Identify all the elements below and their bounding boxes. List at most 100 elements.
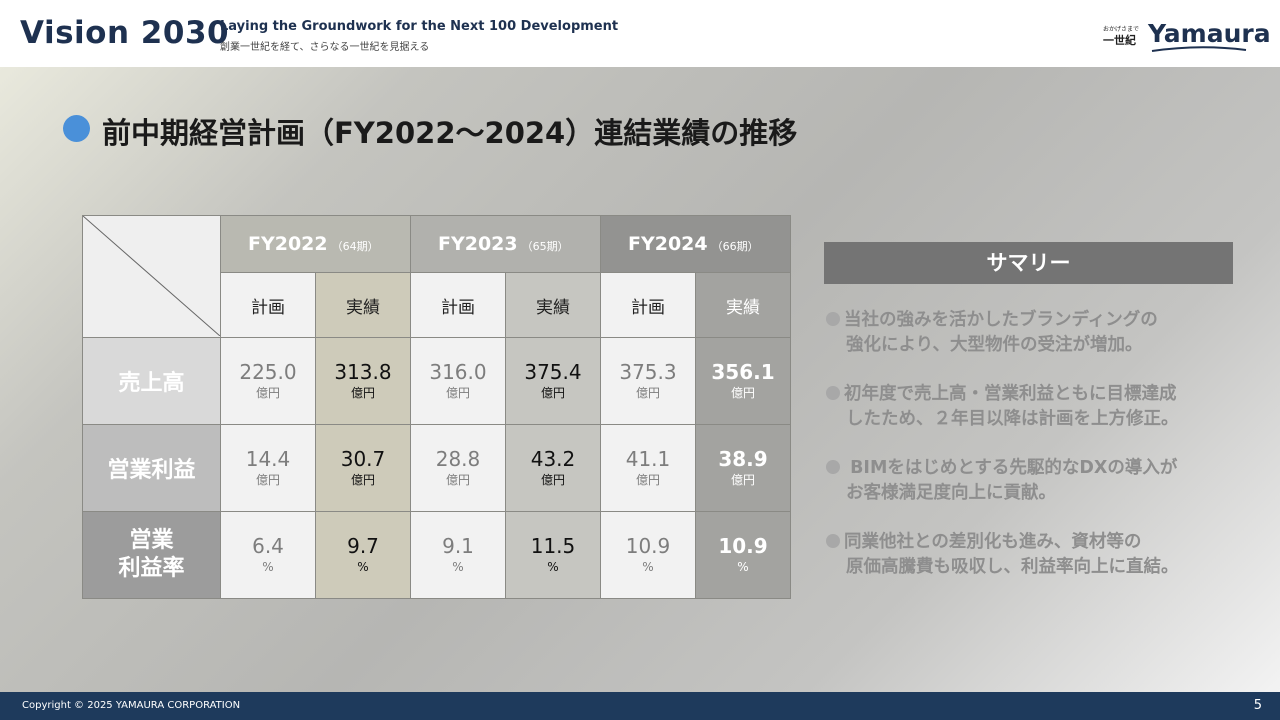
slide-footer: Copyright © 2025 YAMAURA CORPORATION 5 (0, 692, 1280, 720)
cell-value: 375.4 (524, 360, 582, 384)
table-row-operating-margin: 営業利益率 6.4% 9.7% 9.1% 11.5% 10.9% 10.9% (82, 511, 791, 599)
cell-value: 10.9 (625, 534, 671, 558)
cell-fy2024-plan: 10.9% (600, 511, 696, 599)
cell-value: 11.5 (530, 534, 576, 558)
page-number: 5 (1253, 698, 1262, 713)
summary-text: BIMをはじめとする先駆的なDXの導入が (844, 458, 1178, 478)
cell-value: 375.3 (619, 360, 677, 384)
cell-fy2022-actual: 313.8 億円 (315, 337, 411, 425)
cell-unit: 億円 (255, 386, 280, 400)
cell-fy2022-plan: 225.0 億円 (220, 337, 316, 425)
year-label: FY2022 (248, 233, 328, 255)
cell-fy2023-actual: 43.2 億円 (505, 424, 601, 512)
page-title: 前中期経営計画（FY2022～2024）連結業績の推移 (102, 116, 798, 150)
cell-value: 30.7 (340, 447, 386, 471)
table-row-operating-profit: 営業利益 14.4 億円 30.7 億円 28.8 億円 43.2 億円 41.1 億円 … (82, 424, 791, 512)
cell-value: 225.0 (239, 360, 297, 384)
cell-unit: 億円 (350, 473, 375, 487)
bullet-icon (826, 312, 840, 326)
title-bullet-icon (63, 115, 90, 142)
cell-unit: 億円 (730, 473, 755, 487)
summary-item: 初年度で売上高・営業利益ともに目標達成 したため、２年目以降は計画を上方修正。 (826, 382, 1246, 432)
plan-header: 計画 (600, 272, 696, 338)
copyright-text: Copyright © 2025 YAMAURA CORPORATION (22, 700, 241, 711)
cell-unit: % (357, 560, 369, 574)
summary-text: 原価高騰費も吸収し、利益率向上に直結。 (846, 557, 1179, 577)
summary-item: BIMをはじめとする先駆的なDXの導入が お客様満足度向上に貢献。 (826, 456, 1246, 506)
summary-heading: サマリー (824, 242, 1233, 284)
cell-unit: % (262, 560, 274, 574)
cell-value: 43.2 (530, 447, 576, 471)
tagline-english: Laying the Groundwork for the Next 100 D… (220, 19, 619, 34)
cell-unit: 億円 (255, 473, 280, 487)
cell-unit: % (737, 560, 749, 574)
term-label: （66期） (711, 240, 759, 253)
year-label: FY2023 (438, 233, 518, 255)
cell-value: 10.9 (718, 534, 768, 558)
cell-fy2024-actual: 10.9% (695, 511, 791, 599)
table-row-sales: 売上高 225.0 億円 313.8 億円 316.0 億円 375.4 億円 375.… (82, 337, 791, 425)
actual-header: 実績 (695, 272, 791, 338)
cell-fy2022-plan: 14.4 億円 (220, 424, 316, 512)
bullet-icon (826, 460, 840, 474)
cell-unit: 億円 (445, 386, 470, 400)
cell-fy2023-actual: 375.4 億円 (505, 337, 601, 425)
cell-value: 9.7 (347, 534, 379, 558)
plan-header: 計画 (410, 272, 506, 338)
summary-text: 当社の強みを活かしたブランディングの (844, 310, 1158, 330)
actual-header: 実績 (505, 272, 601, 338)
cell-value: 313.8 (334, 360, 392, 384)
year-header-fy2024: FY2024 （66期） (600, 215, 791, 273)
row-label-operating-margin: 営業 利益率 (82, 511, 221, 599)
cell-fy2023-actual: 11.5% (505, 511, 601, 599)
term-label: （65期） (521, 240, 569, 253)
logo-seiki: 一世紀 (1103, 34, 1136, 47)
logo-swoosh-icon (1151, 46, 1247, 52)
cell-unit: 億円 (350, 386, 375, 400)
row-label-line: 利益率 (118, 556, 185, 581)
cell-value: 28.8 (435, 447, 481, 471)
cell-value: 9.1 (442, 534, 474, 558)
summary-text: 初年度で売上高・営業利益ともに目標達成 (844, 384, 1177, 404)
cell-fy2024-actual: 38.9 億円 (695, 424, 791, 512)
performance-table: FY2022 （64期） FY2023 （65期） FY2024 （66期） 計画 実… (82, 215, 791, 599)
plan-header: 計画 (220, 272, 316, 338)
summary-text: お客様満足度向上に貢献。 (846, 483, 1056, 503)
cell-value: 316.0 (429, 360, 487, 384)
cell-fy2024-plan: 41.1 億円 (600, 424, 696, 512)
cell-fy2023-plan: 28.8 億円 (410, 424, 506, 512)
cell-unit: % (452, 560, 464, 574)
actual-header: 実績 (315, 272, 411, 338)
cell-unit: 億円 (730, 386, 755, 400)
table-corner (82, 215, 221, 338)
company-logo: Yamaura (1148, 19, 1271, 48)
cell-value: 38.9 (718, 447, 768, 471)
cell-fy2023-plan: 316.0 億円 (410, 337, 506, 425)
cell-fy2022-plan: 6.4% (220, 511, 316, 599)
cell-unit: 億円 (445, 473, 470, 487)
row-label-sales: 売上高 (82, 337, 221, 425)
cell-fy2024-plan: 375.3 億円 (600, 337, 696, 425)
summary-text: 同業他社との差別化も進み、資材等の (844, 532, 1142, 552)
cell-value: 6.4 (252, 534, 284, 558)
row-label-operating-profit: 営業利益 (82, 424, 221, 512)
cell-unit: % (547, 560, 559, 574)
cell-fy2022-actual: 9.7% (315, 511, 411, 599)
row-label-line: 営業 (129, 528, 174, 553)
cell-unit: % (642, 560, 654, 574)
cell-unit: 億円 (635, 386, 660, 400)
cell-value: 356.1 (711, 360, 775, 384)
year-label: FY2024 (628, 233, 708, 255)
cell-unit: 億円 (635, 473, 660, 487)
cell-value: 41.1 (625, 447, 671, 471)
logo-caption: おかげさまで (1103, 26, 1140, 33)
cell-unit: 億円 (540, 473, 565, 487)
cell-fy2024-actual: 356.1 億円 (695, 337, 791, 425)
summary-item: 同業他社との差別化も進み、資材等の 原価高騰費も吸収し、利益率向上に直結。 (826, 530, 1246, 580)
bullet-icon (826, 386, 840, 400)
cell-unit: 億円 (540, 386, 565, 400)
summary-text: したため、２年目以降は計画を上方修正。 (846, 409, 1179, 429)
cell-value: 14.4 (245, 447, 291, 471)
slide-header: Vision 2030 Laying the Groundwork for th… (0, 0, 1280, 67)
year-header-fy2022: FY2022 （64期） (220, 215, 411, 273)
